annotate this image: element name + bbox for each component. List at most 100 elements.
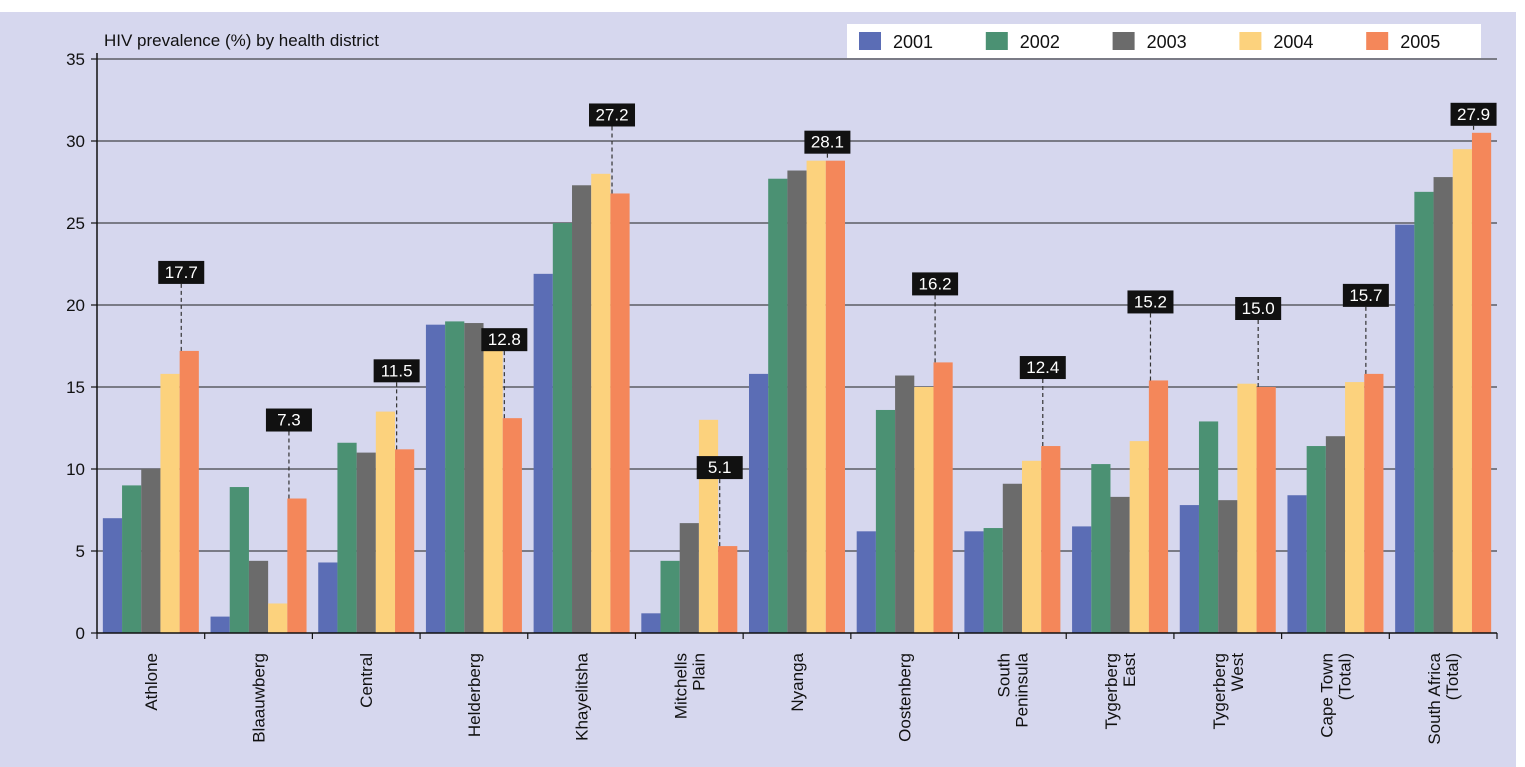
bar xyxy=(933,362,953,633)
bar xyxy=(229,487,249,633)
bar xyxy=(856,531,876,633)
bar xyxy=(679,523,699,633)
annotation-label: 11.5 xyxy=(381,361,413,380)
bar xyxy=(914,387,934,633)
annotation-box xyxy=(589,103,636,127)
y-tick-label: 15 xyxy=(66,378,85,397)
bar xyxy=(248,560,269,633)
category-label: Tygerberg xyxy=(1102,653,1121,730)
category-label: Central xyxy=(357,653,376,708)
legend-swatch xyxy=(1366,32,1389,50)
annotation-box xyxy=(1235,297,1282,320)
bar xyxy=(1218,500,1238,633)
bar xyxy=(268,603,288,633)
y-tick-label: 25 xyxy=(66,214,85,233)
category-label: East xyxy=(1120,653,1139,687)
bar xyxy=(552,223,573,633)
bar xyxy=(375,411,396,633)
annotation-box xyxy=(1450,102,1497,126)
bar xyxy=(502,418,522,633)
bar xyxy=(1129,441,1149,633)
bar xyxy=(1148,380,1169,633)
annotation-box xyxy=(804,130,851,154)
bar xyxy=(395,449,415,633)
annotation-box xyxy=(481,328,528,352)
y-tick-label: 0 xyxy=(76,624,85,643)
annotation-label: 12.4 xyxy=(1026,358,1059,377)
annotation-label: 7.3 xyxy=(277,411,301,430)
bar xyxy=(1256,387,1276,633)
annotation-box xyxy=(1342,283,1389,307)
annotation-label: 12.8 xyxy=(488,330,521,349)
bar xyxy=(425,324,446,633)
bar xyxy=(610,193,630,634)
y-tick-label: 35 xyxy=(66,50,85,69)
bar xyxy=(287,498,307,633)
annotation-box xyxy=(1019,356,1066,380)
annotation-box xyxy=(158,260,205,284)
bar xyxy=(1345,382,1365,633)
category-label: Cape Town xyxy=(1317,653,1336,738)
bar xyxy=(337,442,357,633)
bar xyxy=(1237,383,1257,633)
bar xyxy=(1110,496,1130,633)
bar xyxy=(806,160,826,633)
bar xyxy=(1452,149,1472,633)
annotation-label: 17.7 xyxy=(165,263,198,282)
bar xyxy=(749,373,769,633)
annotation-label: 16.2 xyxy=(919,274,952,293)
y-tick-label: 5 xyxy=(76,542,85,561)
category-label: (Total) xyxy=(1443,653,1462,700)
annotation-box xyxy=(696,456,743,480)
category-label: West xyxy=(1228,653,1247,692)
bar xyxy=(1072,526,1092,633)
bar xyxy=(1306,446,1326,633)
chart-title: HIV prevalence (%) by health district xyxy=(104,31,379,50)
category-label: Helderberg xyxy=(465,653,484,737)
annotation-label: 15.2 xyxy=(1134,292,1167,311)
bar xyxy=(102,518,123,633)
bar xyxy=(660,560,680,633)
y-tick-label: 10 xyxy=(66,460,85,479)
bar xyxy=(641,613,661,633)
bar xyxy=(483,329,503,633)
bar xyxy=(787,170,807,633)
category-label: Plain xyxy=(689,653,708,691)
bar xyxy=(1179,505,1199,633)
category-label: Peninsula xyxy=(1012,652,1031,727)
bar xyxy=(122,485,142,633)
annotation-label: 15.0 xyxy=(1242,299,1275,318)
bar xyxy=(1002,483,1022,633)
bar xyxy=(1414,191,1434,633)
annotation-label: 5.1 xyxy=(708,458,732,477)
category-label: Athlone xyxy=(142,653,161,711)
bar xyxy=(1198,421,1219,633)
annotation-box xyxy=(373,359,420,383)
bar xyxy=(356,452,376,633)
bar xyxy=(964,531,984,633)
bar xyxy=(718,546,738,633)
legend-label: 2002 xyxy=(1020,32,1060,52)
legend-swatch xyxy=(985,32,1008,50)
legend-label: 2005 xyxy=(1400,32,1440,52)
legend-swatch xyxy=(1112,32,1135,50)
legend-swatch xyxy=(859,32,881,50)
bar xyxy=(160,373,180,633)
bar xyxy=(768,178,788,633)
annotation-box xyxy=(1127,290,1174,314)
category-label: Blaauwberg xyxy=(250,653,269,743)
annotation-box xyxy=(912,272,959,296)
bar xyxy=(1091,464,1111,633)
category-label: Tygerberg xyxy=(1210,653,1229,730)
bar xyxy=(464,323,484,633)
bar xyxy=(445,321,465,633)
bar xyxy=(1364,373,1384,633)
bar xyxy=(1021,460,1042,633)
annotation-label: 27.2 xyxy=(595,105,628,124)
bar xyxy=(179,350,199,633)
bar xyxy=(1041,446,1061,633)
bar xyxy=(141,469,161,633)
bar xyxy=(533,273,553,633)
